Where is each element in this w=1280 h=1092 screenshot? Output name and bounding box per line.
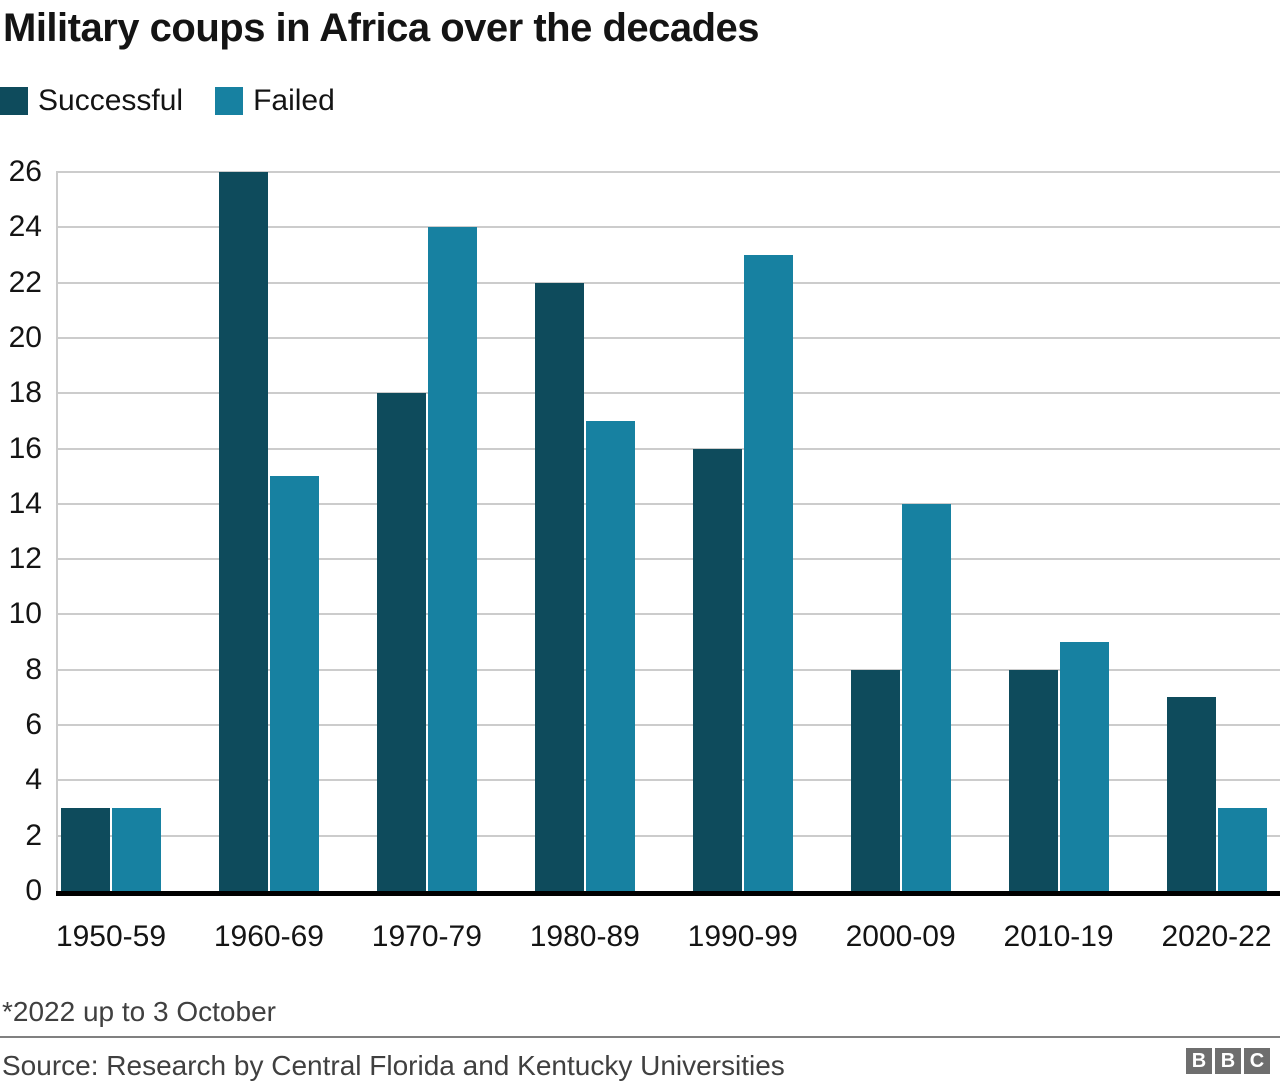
x-tick-label-1990-99: 1990-99 bbox=[687, 920, 798, 953]
legend-item-successful: Successful bbox=[0, 86, 183, 116]
y-tick-label-2: 2 bbox=[25, 818, 42, 852]
gridline-20 bbox=[57, 336, 1280, 339]
bar-successful-2020-22 bbox=[1166, 697, 1216, 891]
bar-failed-1950-59 bbox=[112, 808, 161, 891]
bar-successful-2010-19 bbox=[1008, 669, 1058, 891]
x-tick-label-2020-22: 2020-22 bbox=[1161, 920, 1272, 953]
gridline-22 bbox=[57, 281, 1280, 284]
gridline-6 bbox=[57, 724, 1280, 727]
legend-swatch-successful bbox=[0, 87, 28, 115]
y-tick-label-16: 16 bbox=[8, 431, 42, 465]
gridline-12 bbox=[57, 558, 1280, 561]
legend-label: Successful bbox=[38, 84, 184, 117]
gridline-4 bbox=[57, 779, 1280, 782]
bar-successful-1970-79 bbox=[376, 393, 426, 891]
gridline-18 bbox=[57, 392, 1280, 395]
y-tick-label-18: 18 bbox=[8, 376, 42, 410]
x-tick-label-1960-69: 1960-69 bbox=[213, 920, 324, 953]
y-tick-label-4: 4 bbox=[25, 763, 42, 797]
bar-failed-1970-79 bbox=[427, 227, 477, 891]
bar-successful-1980-89 bbox=[534, 282, 584, 891]
source-attribution: Source: Research by Central Florida and … bbox=[2, 1050, 785, 1081]
bar-failed-1980-89 bbox=[585, 420, 635, 891]
x-tick-label-1980-89: 1980-89 bbox=[529, 920, 640, 953]
legend: Successful Failed bbox=[0, 86, 335, 116]
bar-failed-2000-09 bbox=[901, 503, 951, 891]
bbc-logo-block-2: B bbox=[1215, 1048, 1241, 1074]
legend-item-failed: Failed bbox=[215, 86, 335, 116]
gridline-2 bbox=[57, 834, 1280, 837]
bar-failed-2020-22 bbox=[1217, 808, 1267, 891]
bar-successful-1960-69 bbox=[218, 172, 268, 891]
bbc-logo-block-3: C bbox=[1244, 1048, 1270, 1074]
y-tick-label-20: 20 bbox=[8, 320, 42, 354]
gridline-16 bbox=[57, 447, 1280, 450]
x-tick-label-1950-59: 1950-59 bbox=[55, 920, 167, 953]
y-tick-label-22: 22 bbox=[8, 265, 42, 299]
x-axis-line bbox=[56, 891, 1280, 896]
y-tick-label-14: 14 bbox=[8, 486, 42, 520]
gridline-24 bbox=[57, 226, 1280, 229]
x-tick-label-2010-19: 2010-19 bbox=[1003, 920, 1114, 953]
gridline-8 bbox=[57, 668, 1280, 671]
footnote: *2022 up to 3 October bbox=[2, 996, 276, 1027]
y-tick-label-26: 26 bbox=[8, 155, 42, 188]
y-tick-label-0: 0 bbox=[25, 874, 42, 907]
legend-swatch-failed bbox=[215, 87, 244, 115]
bar-failed-1990-99 bbox=[743, 254, 793, 891]
y-tick-label-8: 8 bbox=[25, 652, 42, 686]
bar-failed-1960-69 bbox=[269, 476, 319, 891]
bar-successful-2000-09 bbox=[850, 669, 900, 891]
chart-title: Military coups in Africa over the decade… bbox=[3, 6, 760, 50]
gridline-14 bbox=[57, 502, 1280, 505]
bar-failed-2010-19 bbox=[1059, 642, 1109, 891]
gridline-26 bbox=[57, 171, 1280, 173]
bbc-logo-block-1: B bbox=[1186, 1048, 1212, 1074]
gridline-10 bbox=[57, 613, 1280, 616]
y-tick-label-12: 12 bbox=[8, 542, 42, 576]
y-tick-label-10: 10 bbox=[8, 597, 42, 631]
footer-divider bbox=[0, 1036, 1280, 1038]
x-tick-label-2000-09: 2000-09 bbox=[845, 920, 956, 953]
x-tick-label-1970-79: 1970-79 bbox=[371, 920, 482, 953]
y-tick-label-24: 24 bbox=[8, 210, 42, 244]
legend-label: Failed bbox=[253, 84, 335, 117]
y-tick-label-6: 6 bbox=[25, 708, 42, 742]
bar-successful-1950-59 bbox=[61, 808, 110, 891]
y-axis-line bbox=[56, 171, 58, 891]
bar-successful-1990-99 bbox=[692, 448, 742, 891]
